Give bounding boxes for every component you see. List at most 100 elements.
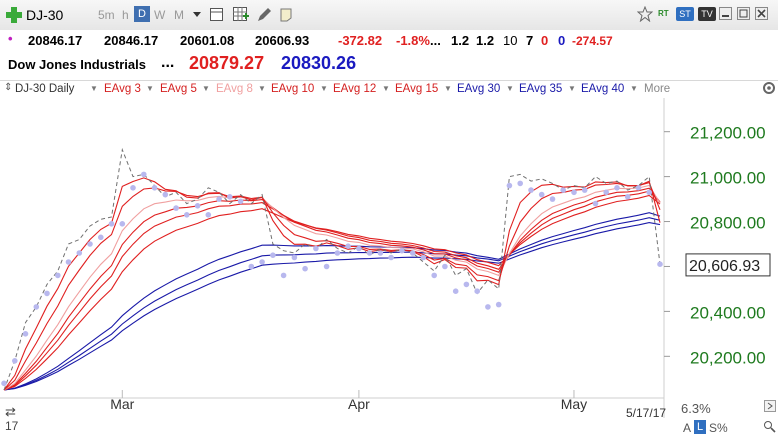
- close-dot: [581, 187, 588, 193]
- y-tick-label: 20,400.00: [690, 303, 766, 322]
- legend-dropdown-icon[interactable]: ▼: [630, 84, 638, 93]
- legend-dropdown-icon[interactable]: ▼: [258, 84, 266, 93]
- legend-eavg35[interactable]: EAvg 35: [519, 83, 563, 95]
- low-value: 20601.08: [180, 33, 235, 48]
- close-dot: [366, 250, 373, 256]
- series-line-eavg-12: [3, 190, 661, 391]
- close-dot: [291, 254, 298, 261]
- close-dot: [87, 241, 93, 247]
- quote-bar: • 20846.17 20846.17 20601.08 20606.93 -3…: [0, 30, 778, 52]
- last-price-box: [685, 253, 771, 277]
- left-number: 17: [5, 419, 19, 433]
- quote-v2: 1.2: [476, 33, 495, 48]
- add-icon[interactable]: [6, 7, 22, 23]
- interval-d[interactable]: D: [134, 6, 150, 22]
- tv-button[interactable]: TV: [698, 7, 716, 21]
- series-line-eavg-8: [3, 184, 661, 391]
- open-value: 20846.17: [28, 33, 83, 48]
- legend-eavg5[interactable]: EAvg 5: [160, 83, 197, 95]
- legend-dropdown-icon[interactable]: ▼: [320, 84, 328, 93]
- s-pct-button[interactable]: S%: [709, 421, 728, 435]
- pencil-icon[interactable]: [256, 7, 272, 28]
- st-button[interactable]: ST: [676, 7, 694, 21]
- note-icon[interactable]: [278, 7, 294, 28]
- close-dot: [388, 254, 394, 261]
- close-dot: [119, 221, 126, 227]
- date-label: 5/17/17: [626, 406, 667, 420]
- grid-layer: [0, 98, 665, 418]
- legend-eavg30[interactable]: EAvg 30: [457, 83, 501, 95]
- quote-v7: -274.57: [572, 34, 613, 48]
- grid-icon[interactable]: [233, 7, 249, 28]
- y-tick-label: 20,200.00: [690, 348, 766, 367]
- toolbar: DJ-30 5m h D W M RT ST TV: [0, 0, 778, 31]
- a-button[interactable]: A: [683, 421, 692, 435]
- close-dot: [399, 247, 405, 254]
- close-dot: [141, 171, 147, 178]
- close-dot: [646, 189, 652, 196]
- refresh-icon[interactable]: ⇄: [5, 404, 16, 419]
- interval-m[interactable]: M: [174, 8, 184, 22]
- name-dots: ...: [161, 54, 175, 71]
- legend-dropdown-icon[interactable]: ▼: [382, 84, 390, 93]
- settings-icon[interactable]: [762, 81, 776, 98]
- close-dot: [280, 272, 287, 279]
- legend-dropdown-icon[interactable]: ▼: [202, 84, 210, 93]
- quote-v3: 10: [503, 33, 518, 48]
- legend-eavg3[interactable]: EAvg 3: [104, 83, 141, 95]
- legend-dropdown-icon[interactable]: ▼: [146, 84, 154, 93]
- interval-dropdown-icon[interactable]: [192, 8, 202, 26]
- legend-eavg12[interactable]: EAvg 12: [333, 83, 377, 95]
- close-dot: [184, 212, 190, 218]
- series-line-eavg-15: [3, 194, 661, 391]
- close-dot: [420, 254, 427, 261]
- legend-more[interactable]: More: [644, 83, 671, 95]
- legend-daily[interactable]: DJ-30 Daily: [15, 83, 75, 95]
- interval-w[interactable]: W: [154, 8, 166, 22]
- symbol-field[interactable]: DJ-30: [26, 7, 64, 23]
- price-two: 20830.26: [281, 53, 357, 73]
- close-dot: [528, 187, 534, 193]
- close-dot: [33, 304, 40, 310]
- close-icon[interactable]: [755, 7, 769, 26]
- legend-dropdown-icon[interactable]: ▼: [568, 84, 576, 93]
- chart-svg[interactable]: 21,200.0021,000.0020,800.0020,600.0020,4…: [0, 98, 778, 439]
- close-dot: [65, 259, 72, 265]
- dot-layer: [1, 171, 663, 387]
- star-icon[interactable]: [636, 5, 654, 27]
- zoom-icon[interactable]: [763, 420, 777, 437]
- expand-legend-icon[interactable]: ⇕: [4, 82, 13, 93]
- close-dot: [474, 288, 481, 294]
- l-button[interactable]: L: [694, 420, 706, 434]
- close-dot: [194, 203, 201, 209]
- close-dot: [538, 191, 545, 198]
- legend-eavg15[interactable]: EAvg 15: [395, 83, 439, 95]
- legend-eavg10[interactable]: EAvg 10: [271, 83, 315, 95]
- restore-icon[interactable]: [737, 7, 751, 26]
- close-dot: [635, 185, 642, 191]
- close-dot: [151, 185, 158, 191]
- close-dot: [12, 358, 18, 364]
- close-dot: [76, 250, 83, 256]
- close-dot: [517, 180, 523, 187]
- close-dot: [560, 187, 566, 193]
- legend-eavg8[interactable]: EAvg 8: [216, 83, 253, 95]
- close-dot: [657, 261, 663, 267]
- legend-dropdown-icon[interactable]: ▼: [90, 84, 98, 93]
- close-dot: [506, 182, 513, 189]
- legend-dropdown-icon[interactable]: ▼: [444, 84, 452, 93]
- legend-dropdown-icon[interactable]: ▼: [506, 84, 514, 93]
- calendar-icon[interactable]: [210, 7, 224, 28]
- series-line-eavg-40: [3, 222, 661, 391]
- price-chart[interactable]: 21,200.0021,000.0020,800.0020,600.0020,4…: [0, 98, 778, 439]
- close-dot: [302, 265, 308, 272]
- interval-5m[interactable]: 5m: [98, 8, 115, 22]
- quote-v6: 0: [558, 33, 566, 48]
- minimize-icon[interactable]: [719, 7, 733, 26]
- interval-h[interactable]: h: [122, 8, 129, 22]
- legend-eavg40[interactable]: EAvg 40: [581, 83, 625, 95]
- close-dot: [463, 281, 470, 288]
- close-dot: [345, 243, 351, 249]
- scroll-right-icon[interactable]: [764, 400, 776, 415]
- rt-button[interactable]: RT: [658, 9, 669, 18]
